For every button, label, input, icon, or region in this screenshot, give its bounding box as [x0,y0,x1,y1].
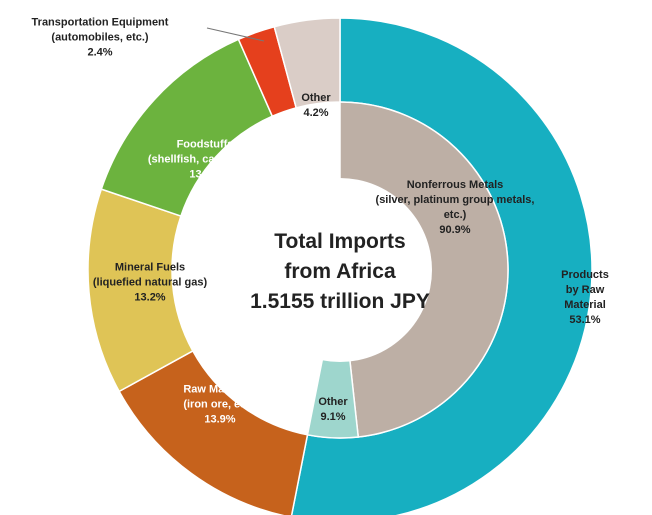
outer-slice [100,38,274,218]
slice-label: Mineral Fuels (liquefied natural gas) 13.… [93,261,207,306]
slice-label: Transportation Equipment (automobiles, e… [32,16,169,61]
chart-title: Total Imports from Africa 1.5155 trillio… [250,230,430,313]
category-label: Foodstuffs (shellfish, cacao, etc.) [147,138,263,166]
value-label: 4.2% [303,107,329,119]
value-label: 13.2% [134,291,166,304]
value-label: 13.2% [189,168,221,181]
value-label: 9.1% [320,411,346,423]
category-label: Raw Materials (iron ore, etc.) [183,383,257,411]
category-label: Other [301,92,331,104]
slice-label: Nonferrous Metals (silver, platinum grou… [376,178,535,238]
category-label: Mineral Fuels (liquefied natural gas) [92,261,208,289]
slice-label: Raw Materials (iron ore, etc.) 13.9% [183,383,256,428]
leader-line [206,27,265,42]
value-label: 13.9% [204,413,236,426]
value-label: 90.9% [439,224,471,236]
slice-label: Other 4.2% [301,91,330,121]
category-label: Products by Raw Material [561,269,609,311]
value-label: 2.4% [87,46,113,59]
slice-label: Foodstuffs (shellfish, cacao, etc.) 13.2% [148,138,262,183]
slice-label: Other 9.1% [318,395,347,425]
slice-label: Products by Raw Material 53.1% [552,268,619,328]
category-label: Nonferrous Metals (silver, platinum grou… [375,179,535,221]
value-label: 53.1% [569,314,601,326]
category-label: Other [318,396,348,408]
outer-slice [273,17,341,109]
center-circle [248,178,432,362]
category-label: Transportation Equipment (automobiles, e… [31,16,169,44]
